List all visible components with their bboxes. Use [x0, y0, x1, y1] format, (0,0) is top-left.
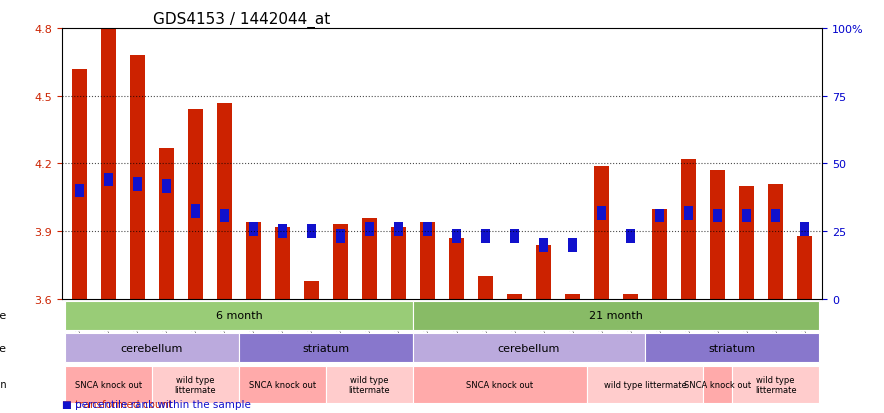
- Bar: [159, 148, 173, 299]
- Bar: [768, 184, 783, 299]
- FancyBboxPatch shape: [239, 366, 326, 403]
- Bar: [452, 230, 461, 243]
- Text: 6 month: 6 month: [216, 311, 263, 320]
- FancyBboxPatch shape: [239, 333, 413, 363]
- Bar: [191, 205, 200, 218]
- Bar: [684, 207, 693, 221]
- Bar: [626, 230, 635, 243]
- Text: striatum: striatum: [709, 343, 756, 353]
- FancyBboxPatch shape: [65, 301, 413, 330]
- Bar: [392, 227, 406, 299]
- Bar: [800, 223, 809, 236]
- Bar: [188, 110, 202, 299]
- FancyBboxPatch shape: [152, 366, 239, 403]
- Text: cerebellum: cerebellum: [120, 343, 183, 353]
- Text: wild type littermate: wild type littermate: [604, 380, 687, 389]
- Text: wild type
littermate: wild type littermate: [174, 375, 217, 394]
- Bar: [566, 295, 580, 299]
- Bar: [275, 227, 290, 299]
- Bar: [217, 103, 232, 299]
- FancyBboxPatch shape: [413, 333, 645, 363]
- Text: tissue: tissue: [0, 343, 7, 353]
- Text: SNCA knock out: SNCA knock out: [684, 380, 751, 389]
- FancyBboxPatch shape: [65, 366, 152, 403]
- Bar: [743, 209, 751, 223]
- Text: SNCA knock out: SNCA knock out: [248, 380, 316, 389]
- Bar: [568, 238, 577, 252]
- Bar: [539, 238, 548, 252]
- Bar: [537, 245, 551, 299]
- Text: SNCA knock out: SNCA knock out: [467, 380, 534, 389]
- Bar: [162, 180, 171, 193]
- Bar: [420, 223, 435, 299]
- Bar: [623, 295, 638, 299]
- FancyBboxPatch shape: [326, 366, 413, 403]
- Bar: [713, 209, 722, 223]
- Bar: [133, 178, 141, 191]
- Text: time: time: [0, 311, 7, 320]
- Text: ■ transformed count: ■ transformed count: [62, 399, 172, 409]
- FancyBboxPatch shape: [645, 333, 819, 363]
- Bar: [797, 236, 812, 299]
- Bar: [394, 223, 403, 236]
- Bar: [336, 230, 345, 243]
- Bar: [365, 223, 374, 236]
- Bar: [507, 295, 522, 299]
- Text: striatum: striatum: [302, 343, 349, 353]
- Bar: [278, 225, 286, 238]
- Bar: [739, 187, 754, 299]
- Bar: [72, 69, 87, 299]
- Bar: [246, 223, 261, 299]
- Bar: [104, 173, 112, 187]
- FancyBboxPatch shape: [413, 301, 819, 330]
- Text: cerebellum: cerebellum: [498, 343, 560, 353]
- Bar: [449, 238, 464, 299]
- Bar: [655, 209, 664, 223]
- Bar: [101, 29, 116, 299]
- Bar: [594, 166, 609, 299]
- Bar: [481, 230, 490, 243]
- Bar: [220, 209, 229, 223]
- Text: 21 month: 21 month: [589, 311, 643, 320]
- Text: genotype/variation: genotype/variation: [0, 380, 7, 389]
- Bar: [510, 230, 519, 243]
- Text: wild type
littermate: wild type littermate: [348, 375, 390, 394]
- Bar: [130, 56, 145, 299]
- Bar: [362, 218, 377, 299]
- Bar: [652, 209, 667, 299]
- Text: GDS4153 / 1442044_at: GDS4153 / 1442044_at: [153, 12, 331, 28]
- Bar: [249, 223, 258, 236]
- Text: wild type
littermate: wild type littermate: [755, 375, 796, 394]
- Bar: [333, 225, 347, 299]
- Bar: [478, 277, 492, 299]
- Text: SNCA knock out: SNCA knock out: [75, 380, 141, 389]
- Bar: [423, 223, 432, 236]
- FancyBboxPatch shape: [65, 333, 239, 363]
- FancyBboxPatch shape: [732, 366, 819, 403]
- Bar: [307, 225, 316, 238]
- Bar: [75, 184, 84, 198]
- FancyBboxPatch shape: [703, 366, 732, 403]
- Text: ■ percentile rank within the sample: ■ percentile rank within the sample: [62, 387, 251, 409]
- Bar: [304, 281, 318, 299]
- Bar: [598, 207, 606, 221]
- FancyBboxPatch shape: [587, 366, 703, 403]
- FancyBboxPatch shape: [413, 366, 587, 403]
- Bar: [711, 171, 725, 299]
- Bar: [772, 209, 780, 223]
- Bar: [682, 159, 696, 299]
